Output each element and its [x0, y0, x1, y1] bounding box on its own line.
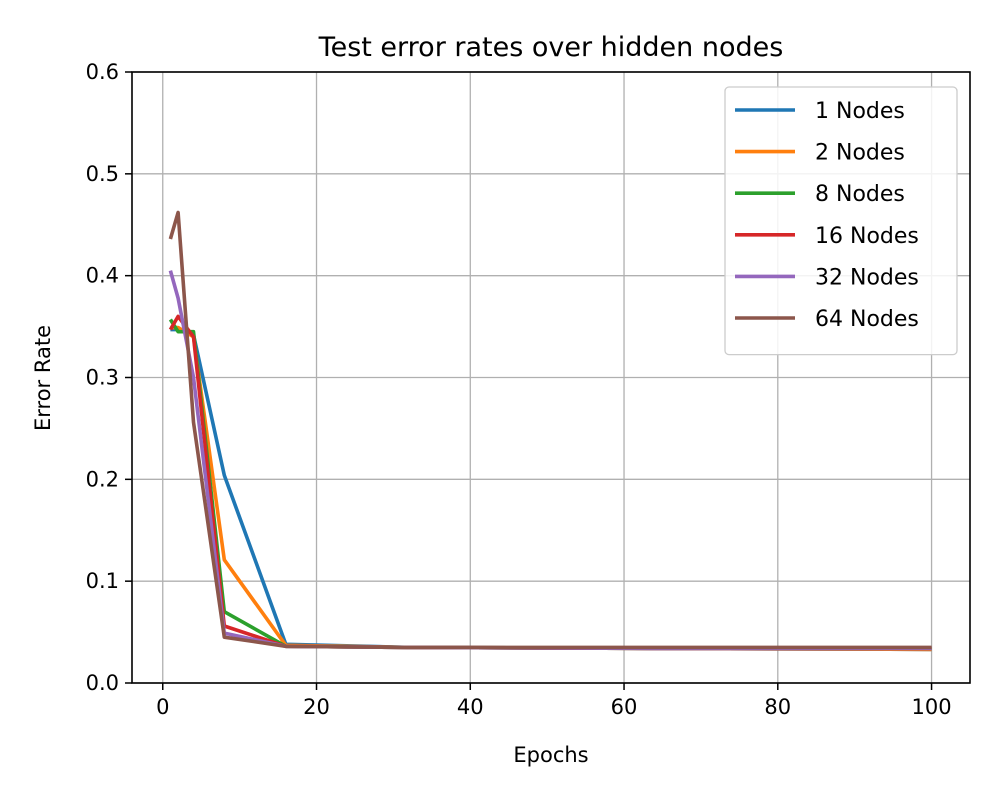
- x-tick-label: 20: [303, 695, 330, 719]
- series-line-6: [168, 210, 932, 650]
- x-tick-label: 60: [611, 695, 638, 719]
- legend: 1 Nodes 2 Nodes 8 Nodes 16 Nodes 32 Nodes 64 …: [724, 86, 958, 356]
- y-tick-label: 0.4: [86, 264, 119, 288]
- axis-ticks: 0 20 40 60 80 100 0.0 0.1 0.2 0.3 0.4 0.5 0.6: [86, 60, 952, 719]
- x-tick-label: 80: [764, 695, 791, 719]
- y-tick-label: 0.1: [86, 569, 119, 593]
- y-tick-label: 0.0: [86, 671, 119, 695]
- x-tick-label: 100: [912, 695, 952, 719]
- x-tick-label: 40: [457, 695, 484, 719]
- chart-title: Test error rates over hidden nodes: [318, 32, 784, 63]
- legend-box: [724, 86, 958, 356]
- y-axis-label: Error Rate: [31, 325, 55, 431]
- legend-label: 16 Nodes: [815, 224, 919, 249]
- x-axis-label: Epochs: [513, 743, 588, 767]
- y-tick-label: 0.3: [86, 366, 119, 390]
- y-tick-label: 0.5: [86, 162, 119, 186]
- series-lines: [168, 210, 932, 652]
- legend-label: 32 Nodes: [815, 265, 919, 290]
- legend-label: 64 Nodes: [815, 307, 919, 332]
- x-tick-label: 0: [156, 695, 169, 719]
- legend-label: 2 Nodes: [815, 141, 905, 166]
- y-tick-label: 0.6: [86, 60, 119, 84]
- legend-label: 8 Nodes: [815, 182, 905, 207]
- y-tick-label: 0.2: [86, 467, 119, 491]
- legend-label: 1 Nodes: [815, 99, 905, 124]
